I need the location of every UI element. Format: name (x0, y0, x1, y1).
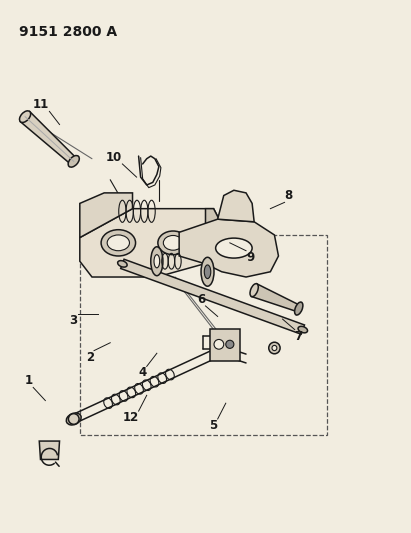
Ellipse shape (107, 235, 129, 251)
Ellipse shape (204, 265, 211, 279)
Ellipse shape (298, 326, 307, 333)
Ellipse shape (163, 236, 183, 250)
Ellipse shape (272, 345, 277, 351)
Ellipse shape (216, 238, 252, 258)
Text: 9151 2800 A: 9151 2800 A (19, 25, 117, 38)
Polygon shape (21, 111, 76, 164)
Polygon shape (80, 208, 222, 277)
Text: 10: 10 (106, 151, 122, 164)
Ellipse shape (19, 111, 31, 123)
Ellipse shape (201, 257, 214, 286)
Text: 11: 11 (33, 99, 49, 111)
Text: 7: 7 (295, 329, 303, 343)
Ellipse shape (154, 255, 160, 268)
Ellipse shape (269, 342, 280, 354)
Text: 2: 2 (86, 351, 94, 364)
Circle shape (68, 414, 79, 424)
Text: 6: 6 (197, 293, 206, 306)
Circle shape (214, 340, 224, 349)
Ellipse shape (250, 284, 258, 297)
Ellipse shape (295, 302, 303, 315)
Ellipse shape (66, 413, 81, 425)
Polygon shape (179, 219, 279, 277)
Text: 5: 5 (210, 419, 218, 432)
Circle shape (226, 340, 234, 349)
Text: 12: 12 (122, 411, 139, 424)
Polygon shape (39, 441, 60, 459)
Bar (80, 235, 327, 435)
Ellipse shape (68, 156, 79, 167)
Text: 8: 8 (284, 189, 293, 203)
Polygon shape (218, 190, 254, 222)
Ellipse shape (101, 230, 136, 256)
Text: 9: 9 (246, 251, 254, 264)
Bar (210, 328, 240, 361)
Text: 4: 4 (139, 366, 147, 379)
Polygon shape (80, 193, 132, 238)
Polygon shape (206, 208, 222, 261)
Text: 3: 3 (69, 314, 78, 327)
Text: 1: 1 (25, 375, 33, 387)
Ellipse shape (158, 231, 188, 255)
Ellipse shape (118, 261, 127, 267)
Ellipse shape (151, 247, 163, 276)
Polygon shape (252, 284, 300, 312)
Polygon shape (121, 259, 305, 334)
